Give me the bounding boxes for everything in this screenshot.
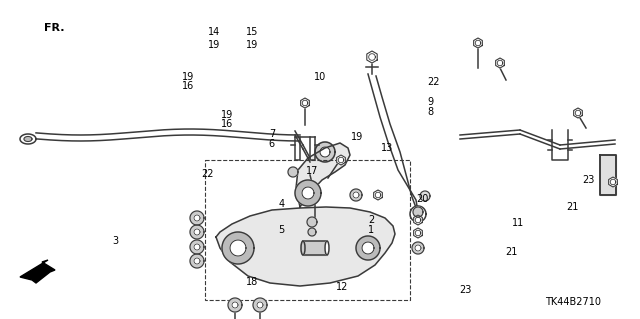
Text: 19: 19 [351, 132, 363, 142]
Polygon shape [420, 191, 430, 201]
Text: 5: 5 [278, 225, 285, 235]
Polygon shape [222, 232, 254, 264]
Polygon shape [609, 177, 618, 187]
Polygon shape [573, 108, 582, 118]
Text: 3: 3 [112, 236, 118, 246]
Text: TK44B2710: TK44B2710 [545, 297, 601, 307]
Ellipse shape [325, 241, 329, 255]
Polygon shape [20, 134, 36, 144]
Polygon shape [302, 187, 314, 199]
Text: 20: 20 [416, 194, 428, 204]
Text: 23: 23 [582, 175, 595, 185]
Polygon shape [20, 260, 55, 283]
Text: 4: 4 [278, 199, 285, 209]
Text: 11: 11 [512, 218, 524, 228]
Text: 14: 14 [208, 27, 220, 37]
Text: FR.: FR. [44, 23, 64, 33]
Text: 9: 9 [428, 97, 434, 107]
Bar [205, 160, 410, 300]
Polygon shape [367, 51, 377, 63]
Polygon shape [413, 228, 422, 238]
Polygon shape [315, 142, 335, 162]
Polygon shape [412, 242, 424, 254]
Polygon shape [301, 98, 309, 108]
Text: 8: 8 [428, 107, 434, 117]
Polygon shape [253, 298, 267, 312]
Polygon shape [194, 244, 200, 250]
Text: 21: 21 [566, 202, 579, 212]
Text: 1: 1 [368, 225, 374, 235]
Polygon shape [337, 155, 346, 165]
Text: 7: 7 [269, 129, 275, 139]
Text: 22: 22 [428, 77, 440, 87]
Polygon shape [600, 155, 616, 195]
Polygon shape [307, 217, 317, 227]
Text: 19: 19 [221, 110, 233, 120]
Polygon shape [495, 58, 504, 68]
Polygon shape [320, 147, 330, 157]
Text: 17: 17 [306, 166, 318, 176]
Text: 21: 21 [506, 247, 518, 257]
Polygon shape [228, 298, 242, 312]
Polygon shape [190, 254, 204, 268]
Polygon shape [194, 215, 200, 221]
Polygon shape [190, 211, 204, 225]
Polygon shape [353, 192, 359, 198]
Text: 19: 19 [246, 40, 259, 50]
Polygon shape [295, 180, 321, 206]
Text: 19: 19 [182, 71, 195, 82]
Polygon shape [24, 137, 32, 142]
Polygon shape [296, 143, 350, 207]
Text: 15: 15 [246, 27, 259, 37]
Ellipse shape [301, 241, 305, 255]
Polygon shape [190, 225, 204, 239]
Text: 10: 10 [314, 71, 326, 82]
Polygon shape [474, 38, 483, 48]
Text: 16: 16 [221, 119, 233, 130]
Polygon shape [374, 190, 382, 200]
Text: 16: 16 [182, 81, 195, 91]
Polygon shape [194, 229, 200, 235]
Polygon shape [308, 228, 316, 236]
Polygon shape [194, 258, 200, 264]
Text: 22: 22 [202, 169, 214, 179]
Polygon shape [216, 207, 395, 286]
Polygon shape [415, 245, 421, 251]
Polygon shape [288, 167, 298, 177]
Text: 18: 18 [246, 277, 259, 287]
Polygon shape [303, 241, 327, 255]
Polygon shape [257, 302, 263, 308]
Polygon shape [230, 240, 246, 256]
Text: 19: 19 [208, 40, 220, 50]
Polygon shape [190, 240, 204, 254]
Text: 12: 12 [336, 282, 348, 292]
Text: 23: 23 [460, 285, 472, 295]
Text: 13: 13 [381, 143, 393, 153]
Polygon shape [350, 189, 362, 201]
Text: 2: 2 [368, 215, 374, 225]
Polygon shape [232, 302, 238, 308]
Polygon shape [362, 242, 374, 254]
Polygon shape [413, 207, 423, 217]
Text: 6: 6 [269, 138, 275, 149]
Polygon shape [413, 215, 422, 225]
Polygon shape [356, 236, 380, 260]
